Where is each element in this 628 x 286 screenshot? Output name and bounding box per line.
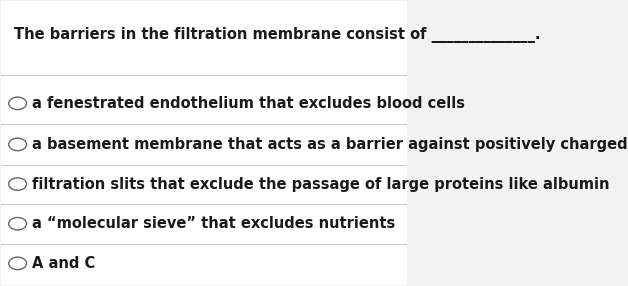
Text: a basement membrane that acts as a barrier against positively charged proteins: a basement membrane that acts as a barri… bbox=[32, 137, 628, 152]
Text: a fenestrated endothelium that excludes blood cells: a fenestrated endothelium that excludes … bbox=[32, 96, 465, 111]
Text: The barriers in the filtration membrane consist of ______________.: The barriers in the filtration membrane … bbox=[14, 27, 540, 43]
Text: a “molecular sieve” that excludes nutrients: a “molecular sieve” that excludes nutrie… bbox=[32, 216, 395, 231]
FancyBboxPatch shape bbox=[1, 1, 407, 285]
Text: filtration slits that exclude the passage of large proteins like albumin: filtration slits that exclude the passag… bbox=[32, 176, 609, 192]
Text: A and C: A and C bbox=[32, 256, 95, 271]
